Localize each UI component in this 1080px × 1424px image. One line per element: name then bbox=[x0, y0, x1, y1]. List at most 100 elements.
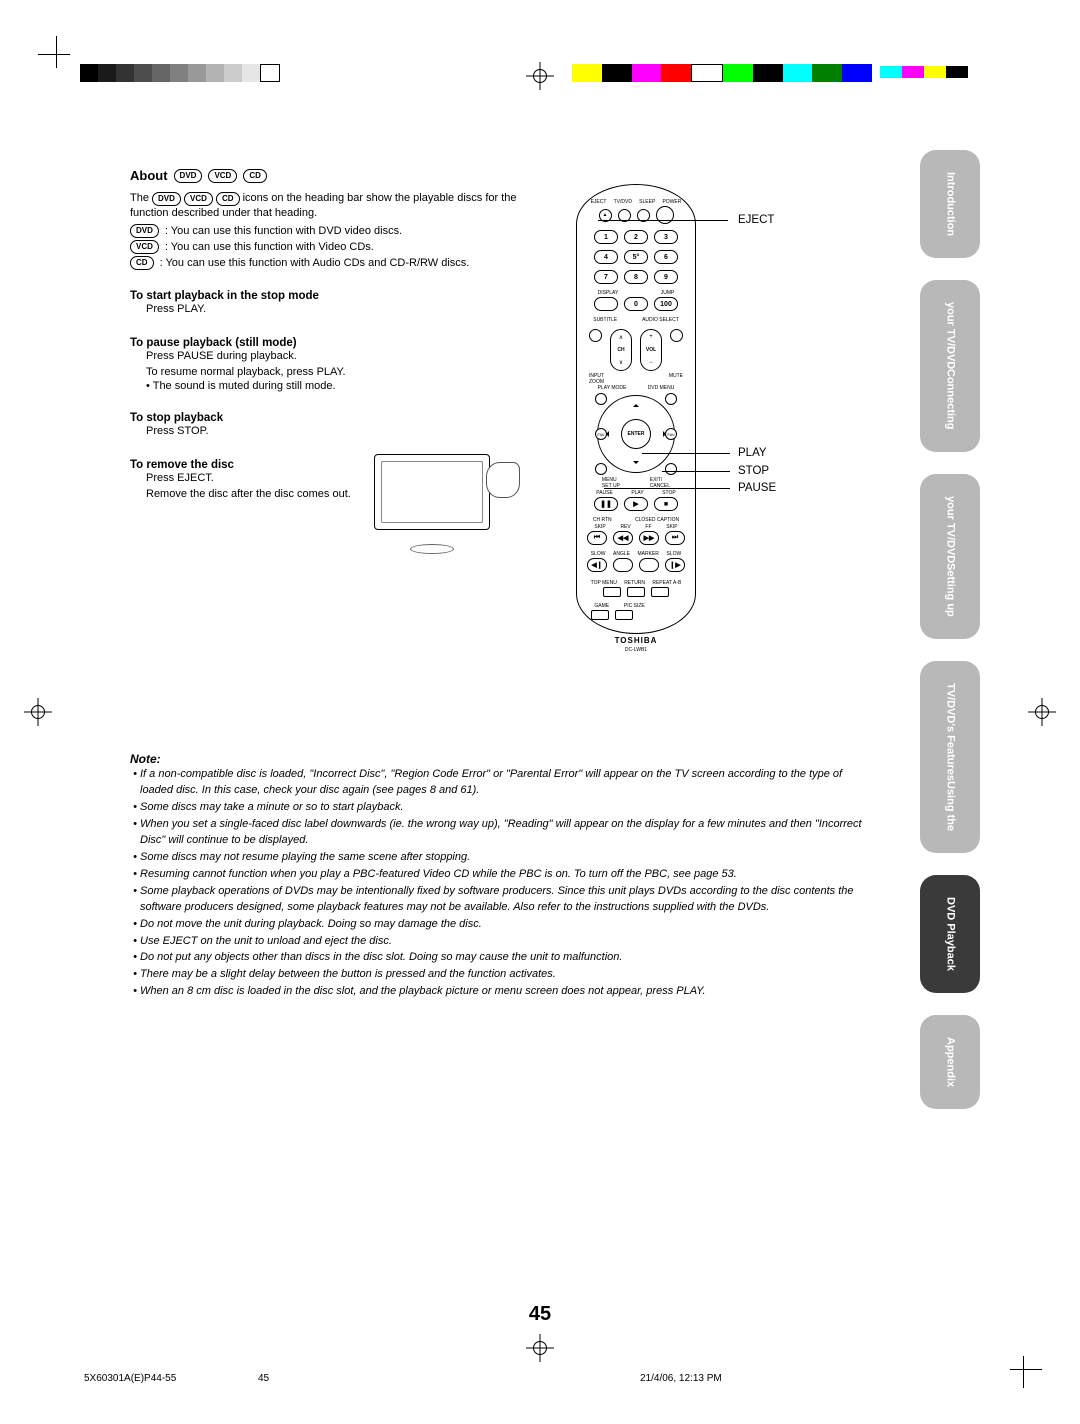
callout-stop: STOP bbox=[738, 465, 769, 477]
remove-disc-text: Press EJECT. bbox=[146, 471, 386, 486]
dpad: FAV FAV ENTER bbox=[597, 395, 675, 473]
crop-mark bbox=[1023, 1356, 1024, 1388]
crop-mark bbox=[1010, 1369, 1042, 1370]
crop-mark bbox=[38, 54, 70, 55]
vol-rocker: +VOL− bbox=[640, 329, 662, 371]
callout-play: PLAY bbox=[738, 447, 767, 459]
note-item: Some discs may not resume playing the sa… bbox=[140, 850, 870, 866]
stop-button-icon: ■ bbox=[654, 497, 678, 511]
pause-playback-text: To resume normal playback, press PLAY. bbox=[146, 365, 386, 380]
exit-cancel-button bbox=[665, 463, 677, 475]
num-6: 6 bbox=[654, 250, 678, 264]
topmenu-button bbox=[603, 587, 621, 597]
num-2: 2 bbox=[624, 230, 648, 244]
note-heading: Note: bbox=[130, 752, 870, 766]
tab-introduction: Introduction bbox=[920, 150, 980, 258]
num-0: 0 bbox=[624, 297, 648, 311]
model-label: DC-LWB1 bbox=[587, 647, 685, 653]
registration-cross-icon bbox=[1028, 698, 1056, 726]
ch-rocker: ∧CH∨ bbox=[610, 329, 632, 371]
skip-fwd-icon: ⏭ bbox=[665, 531, 685, 545]
picsize-button bbox=[615, 610, 633, 620]
tab-features: TV/DVD's FeaturesUsing the bbox=[920, 661, 980, 853]
game-button bbox=[591, 610, 609, 620]
vcd-pill-icon: VCD bbox=[208, 169, 237, 183]
note-item: Do not move the unit during playback. Do… bbox=[140, 917, 870, 933]
callout-eject: EJECT bbox=[738, 214, 774, 226]
slow-back-icon: ◀❙ bbox=[587, 558, 607, 572]
remote-illustration: EJECTTV/DVDSLEEPPOWER ▲ 123 45°6 789 DIS… bbox=[576, 184, 696, 634]
grayscale-registration-bar bbox=[80, 64, 280, 82]
note-item: When an 8 cm disc is loaded in the disc … bbox=[140, 984, 870, 1000]
page-number: 45 bbox=[529, 1303, 551, 1326]
jump-button: 100 bbox=[654, 297, 678, 311]
note-item: Use EJECT on the unit to unload and ejec… bbox=[140, 934, 870, 950]
return-button bbox=[627, 587, 645, 597]
pause-button-icon: ❚❚ bbox=[594, 497, 618, 511]
registration-cross-icon bbox=[526, 1334, 554, 1362]
angle-button bbox=[613, 558, 633, 572]
display-button bbox=[594, 297, 618, 311]
cd-pill-icon: CD bbox=[216, 192, 240, 206]
about-heading: About DVD VCD CD bbox=[130, 168, 870, 183]
dvd-pill-icon: DVD bbox=[152, 192, 181, 206]
vcd-function-line: VCD: You can use this function with Vide… bbox=[130, 240, 870, 254]
subtitle-button bbox=[589, 329, 602, 342]
note-list: If a non-compatible disc is loaded, "Inc… bbox=[130, 767, 870, 1000]
about-intro: The DVD VCD CD icons on the heading bar … bbox=[130, 191, 530, 222]
power-button-icon bbox=[656, 206, 674, 224]
remote-label-row: EJECTTV/DVDSLEEPPOWER bbox=[587, 199, 685, 205]
play-button-icon: ▶ bbox=[624, 497, 648, 511]
pause-playback-text: Press PAUSE during playback. bbox=[146, 349, 386, 364]
note-item: Resuming cannot function when you play a… bbox=[140, 867, 870, 883]
cd-function-line: CD: You can use this function with Audio… bbox=[130, 256, 870, 270]
num-4: 4 bbox=[594, 250, 618, 264]
brand-label: TOSHIBA bbox=[587, 636, 685, 645]
note-item: Some discs may take a minute or so to st… bbox=[140, 800, 870, 816]
dvd-pill-icon: DVD bbox=[174, 169, 203, 183]
footer-timestamp: 21/4/06, 12:13 PM bbox=[640, 1373, 722, 1384]
callout-pause: PAUSE bbox=[738, 482, 776, 494]
tv-illustration bbox=[374, 454, 514, 548]
note-item: When you set a single-faced disc label d… bbox=[140, 817, 870, 849]
remove-disc-text: Remove the disc after the disc comes out… bbox=[146, 487, 386, 502]
section-tabs: Introduction your TV/DVDConnecting your … bbox=[920, 150, 980, 1109]
num-9: 9 bbox=[654, 270, 678, 284]
repeat-button bbox=[651, 587, 669, 597]
note-item: Do not put any objects other than discs … bbox=[140, 950, 870, 966]
start-playback-text: Press PLAY. bbox=[146, 302, 386, 317]
tab-dvd-playback: DVD Playback bbox=[920, 875, 980, 993]
registration-cross-icon bbox=[526, 62, 554, 90]
about-label: About bbox=[130, 168, 168, 183]
pause-playback-heading: To pause playback (still mode) bbox=[130, 337, 870, 349]
footer-filename: 5X60301A(E)P44-55 bbox=[84, 1373, 176, 1384]
slow-fwd-icon: ❙▶ bbox=[665, 558, 685, 572]
pause-playback-note: The sound is muted during still mode. bbox=[146, 380, 870, 392]
num-5: 5° bbox=[624, 250, 648, 264]
playmode-button bbox=[595, 393, 607, 405]
start-playback-heading: To start playback in the stop mode bbox=[130, 290, 870, 302]
num-1: 1 bbox=[594, 230, 618, 244]
crop-mark bbox=[56, 36, 57, 68]
registration-cross-icon bbox=[24, 698, 52, 726]
num-7: 7 bbox=[594, 270, 618, 284]
menu-setup-button bbox=[595, 463, 607, 475]
vcd-pill-icon: VCD bbox=[184, 192, 213, 206]
marker-button bbox=[639, 558, 659, 572]
audio-select-button bbox=[670, 329, 683, 342]
stop-playback-text: Press STOP. bbox=[146, 424, 386, 439]
tab-setting-up: your TV/DVDSetting up bbox=[920, 474, 980, 639]
cd-pill-icon: CD bbox=[243, 169, 267, 183]
cd-pill-icon: CD bbox=[130, 256, 154, 270]
color-registration-bar bbox=[572, 64, 872, 82]
skip-back-icon: ⏮ bbox=[587, 531, 607, 545]
ff-icon: ▶▶ bbox=[639, 531, 659, 545]
rev-icon: ◀◀ bbox=[613, 531, 633, 545]
cmyk-registration-bar bbox=[880, 66, 968, 78]
tab-connecting: your TV/DVDConnecting bbox=[920, 280, 980, 452]
tab-appendix: Appendix bbox=[920, 1015, 980, 1109]
enter-button: ENTER bbox=[621, 419, 651, 449]
vcd-pill-icon: VCD bbox=[130, 240, 159, 254]
note-item: There may be a slight delay between the … bbox=[140, 967, 870, 983]
num-8: 8 bbox=[624, 270, 648, 284]
